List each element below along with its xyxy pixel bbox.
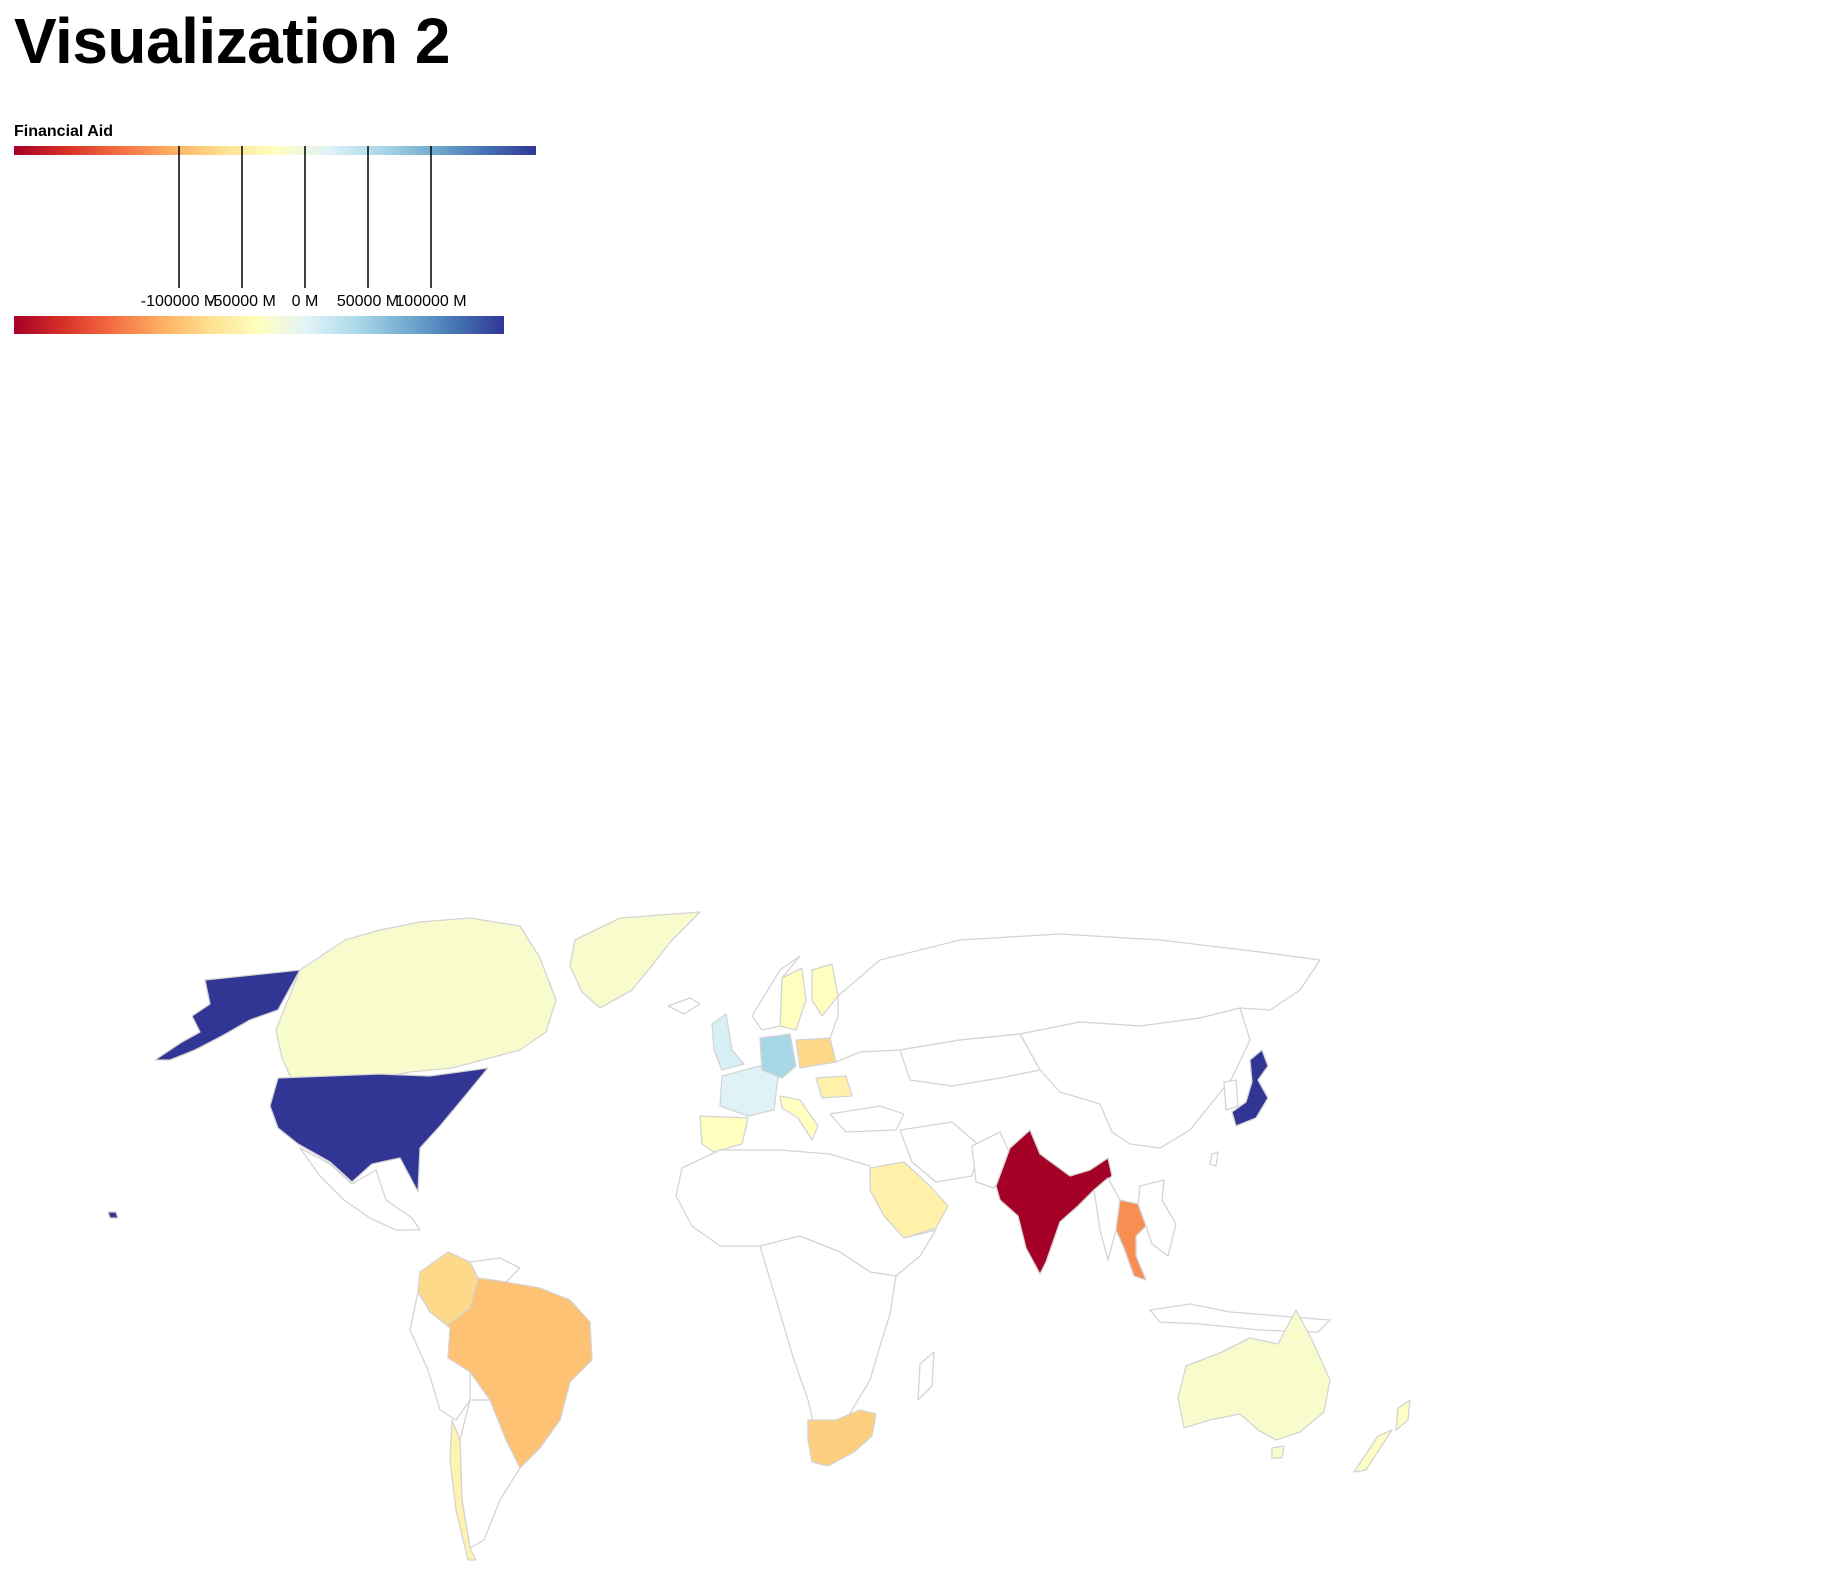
region-hawaii[interactable] (107, 1211, 119, 1219)
region-italy[interactable] (779, 1095, 819, 1141)
region-canada[interactable] (275, 917, 557, 1087)
region-japan[interactable] (1231, 1049, 1269, 1127)
region-venezuela[interactable] (469, 1257, 521, 1283)
legend-tick-label-2: 0 M (292, 293, 319, 310)
region-korea[interactable] (1223, 1079, 1239, 1111)
region-iceland[interactable] (667, 997, 701, 1015)
region-china[interactable] (1019, 1007, 1251, 1149)
legend-tick-label-1: -50000 M (208, 293, 276, 310)
legend-tick-label-0: -100000 M (141, 293, 218, 310)
region-spain[interactable] (699, 1115, 749, 1153)
region-taiwan[interactable] (1209, 1151, 1219, 1167)
page-title: Visualization 2 (14, 5, 450, 77)
region-norway[interactable] (751, 955, 801, 1031)
region-mexico[interactable] (299, 1147, 421, 1231)
region-chile[interactable] (449, 1419, 477, 1561)
region-germany[interactable] (759, 1033, 797, 1079)
region-poland[interactable] (795, 1037, 837, 1069)
region-alaska[interactable] (154, 969, 301, 1061)
region-tasmania[interactable] (1271, 1445, 1285, 1459)
region-vietnam[interactable] (1137, 1179, 1177, 1257)
legend-title: Financial Aid (14, 123, 113, 140)
region-north-africa[interactable] (675, 1149, 937, 1277)
region-indonesia[interactable] (1149, 1303, 1331, 1333)
region-finland[interactable] (811, 963, 839, 1017)
region-sweden[interactable] (779, 967, 807, 1031)
region-new-zealand[interactable] (1353, 1399, 1411, 1473)
region-romania[interactable] (815, 1075, 853, 1099)
region-france[interactable] (719, 1065, 779, 1117)
legend-gradient-bar (14, 146, 536, 155)
region-united-states[interactable] (269, 1067, 489, 1193)
legend-gradient-bar-lower (14, 316, 504, 334)
region-myanmar[interactable] (1093, 1177, 1121, 1261)
region-turkey[interactable] (829, 1105, 905, 1133)
region-australia[interactable] (1177, 1309, 1331, 1441)
map-countries (107, 911, 1411, 1561)
region-madagascar[interactable] (917, 1351, 935, 1401)
region-iran[interactable] (899, 1121, 981, 1183)
world-choropleth-map (107, 911, 1411, 1561)
region-central-africa[interactable] (759, 1235, 897, 1443)
region-greenland[interactable] (569, 911, 701, 1009)
region-kazakhstan[interactable] (899, 1033, 1041, 1087)
legend-tick-label-3: 50000 M (337, 293, 399, 310)
region-india[interactable] (995, 1129, 1113, 1275)
legend-tick-label-4: 100000 M (395, 293, 466, 310)
color-legend: Financial Aid -100000 M-50000 M 0 M 50000 … (14, 123, 536, 334)
region-united-kingdom[interactable] (711, 1013, 745, 1071)
region-south-africa[interactable] (807, 1409, 877, 1467)
